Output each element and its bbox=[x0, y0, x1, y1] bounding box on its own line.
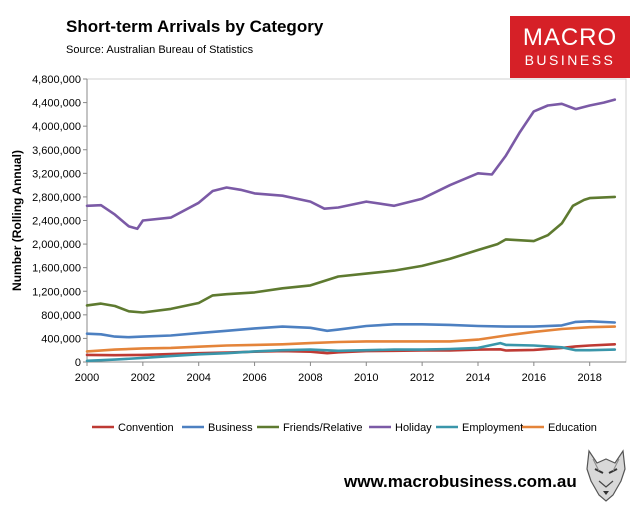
logo-line-2: BUSINESS bbox=[524, 52, 616, 68]
x-tick-label: 2008 bbox=[298, 372, 322, 384]
wolf-head-icon bbox=[586, 449, 626, 502]
logo-line-1: MACRO bbox=[522, 24, 618, 51]
x-tick-label: 2006 bbox=[242, 372, 266, 384]
x-tick-label: 2002 bbox=[131, 372, 155, 384]
plot-area bbox=[86, 78, 627, 363]
y-tick-label: 2,800,000 bbox=[32, 192, 81, 204]
x-tick-label: 2012 bbox=[410, 372, 434, 384]
x-tick-label: 2000 bbox=[75, 372, 99, 384]
y-tick-label: 800,000 bbox=[41, 310, 81, 322]
legend-label: Friends/Relative bbox=[283, 422, 362, 434]
x-tick-label: 2018 bbox=[577, 372, 601, 384]
legend-label: Convention bbox=[118, 422, 174, 434]
x-tick-label: 2004 bbox=[186, 372, 210, 384]
chart-title: Short-term Arrivals by Category bbox=[66, 17, 324, 36]
legend-label: Business bbox=[208, 422, 253, 434]
series-line-business bbox=[85, 320, 617, 339]
y-tick-label: 4,000,000 bbox=[32, 121, 81, 133]
legend-item: Business bbox=[182, 422, 253, 434]
legend-item: Employment bbox=[436, 422, 523, 434]
macrobusiness-logo: MACRO BUSINESS bbox=[510, 16, 630, 78]
y-tick-label: 4,800,000 bbox=[32, 74, 81, 86]
y-axis-label: Number (Rolling Annual) bbox=[10, 150, 24, 291]
y-tick-label: 0 bbox=[75, 357, 81, 369]
y-tick-label: 3,200,000 bbox=[32, 168, 81, 180]
legend-item: Holiday bbox=[369, 422, 432, 434]
legend-label: Employment bbox=[462, 422, 523, 434]
x-tick-label: 2010 bbox=[354, 372, 378, 384]
series-line-holiday bbox=[85, 98, 617, 231]
y-tick-label: 3,600,000 bbox=[32, 145, 81, 157]
legend-item: Education bbox=[522, 422, 597, 434]
legend-label: Holiday bbox=[395, 422, 432, 434]
y-tick-label: 400,000 bbox=[41, 333, 81, 345]
series-line-employment bbox=[85, 341, 617, 363]
chart-subtitle: Source: Australian Bureau of Statistics bbox=[66, 44, 254, 56]
footer-url: www.macrobusiness.com.au bbox=[344, 472, 577, 491]
legend-item: Convention bbox=[92, 422, 174, 434]
legend-item: Friends/Relative bbox=[257, 422, 362, 434]
y-tick-label: 4,400,000 bbox=[32, 98, 81, 110]
y-tick-label: 2,400,000 bbox=[32, 216, 81, 228]
series-line-education bbox=[85, 325, 617, 353]
y-tick-label: 1,200,000 bbox=[32, 286, 81, 298]
x-tick-label: 2016 bbox=[522, 372, 546, 384]
y-tick-label: 2,000,000 bbox=[32, 239, 81, 251]
x-tick-label: 2014 bbox=[466, 372, 490, 384]
series-line-friends-relative bbox=[85, 195, 617, 314]
legend-label: Education bbox=[548, 422, 597, 434]
y-tick-label: 1,600,000 bbox=[32, 263, 81, 275]
